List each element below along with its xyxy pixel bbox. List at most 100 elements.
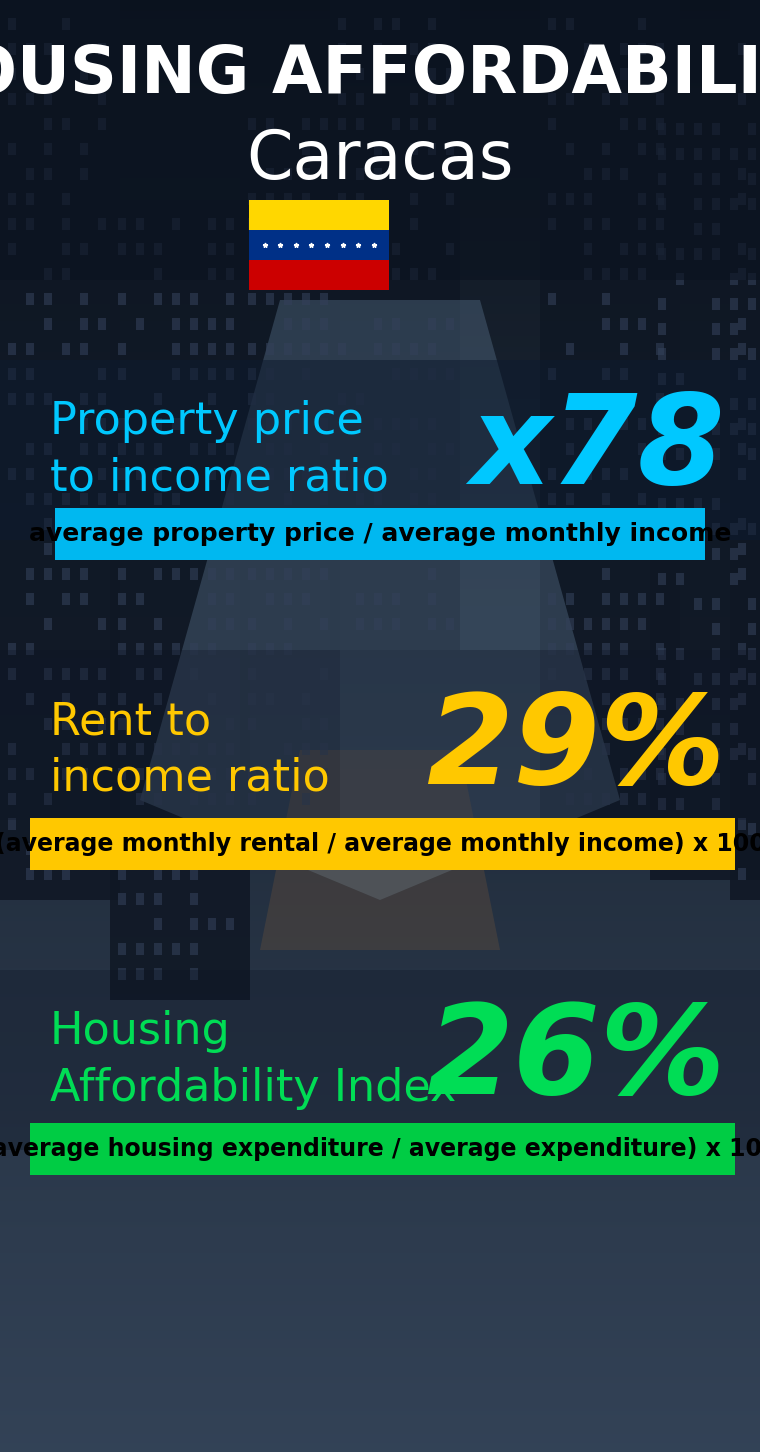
Bar xyxy=(302,367,310,380)
Bar xyxy=(620,768,628,780)
Bar xyxy=(374,218,382,229)
Bar xyxy=(712,823,720,835)
Bar xyxy=(26,693,34,706)
Bar xyxy=(748,123,756,135)
Bar xyxy=(248,643,256,655)
Bar xyxy=(98,44,106,55)
Bar xyxy=(602,619,610,630)
Bar xyxy=(548,468,556,481)
Bar xyxy=(44,494,52,505)
Bar xyxy=(226,817,234,831)
Bar xyxy=(730,547,738,560)
Bar xyxy=(26,367,34,380)
Bar xyxy=(154,242,162,256)
Bar xyxy=(620,269,628,280)
Bar xyxy=(154,844,162,855)
Bar xyxy=(190,968,198,980)
Bar xyxy=(730,748,738,759)
Bar xyxy=(638,118,646,131)
Bar xyxy=(62,518,70,530)
Bar xyxy=(190,817,198,831)
Bar xyxy=(62,269,70,280)
Bar xyxy=(356,193,364,205)
Bar xyxy=(620,543,628,555)
Bar xyxy=(374,17,382,30)
Bar xyxy=(172,868,180,880)
Bar xyxy=(80,68,88,80)
Bar xyxy=(320,817,328,831)
Bar xyxy=(338,118,346,131)
Bar xyxy=(566,193,574,205)
Bar xyxy=(584,68,592,80)
Bar xyxy=(656,592,664,605)
Bar xyxy=(548,592,556,605)
Bar xyxy=(602,743,610,755)
Bar xyxy=(730,298,738,309)
Bar xyxy=(62,494,70,505)
Bar xyxy=(428,68,436,80)
Bar xyxy=(284,643,292,655)
Text: HOUSING AFFORDABILITY: HOUSING AFFORDABILITY xyxy=(0,44,760,107)
Bar xyxy=(620,592,628,605)
Bar xyxy=(656,768,664,780)
Bar xyxy=(676,698,684,710)
Bar xyxy=(712,698,720,710)
Bar xyxy=(392,443,400,454)
Bar xyxy=(154,643,162,655)
Bar xyxy=(748,449,756,460)
Bar xyxy=(266,193,274,205)
Bar xyxy=(98,619,106,630)
Bar xyxy=(694,173,702,184)
Bar xyxy=(62,17,70,30)
Bar xyxy=(44,668,52,680)
Bar xyxy=(302,518,310,530)
Bar xyxy=(248,543,256,555)
Bar xyxy=(410,494,418,505)
Bar xyxy=(136,592,144,605)
Bar xyxy=(190,643,198,655)
Bar xyxy=(266,242,274,256)
Bar xyxy=(26,868,34,880)
Bar xyxy=(620,93,628,105)
Bar xyxy=(392,619,400,630)
Bar xyxy=(446,193,454,205)
Bar xyxy=(62,693,70,706)
Bar xyxy=(80,494,88,505)
Bar xyxy=(44,93,52,105)
Bar xyxy=(62,768,70,780)
Bar xyxy=(658,322,666,335)
Bar xyxy=(284,343,292,354)
Bar xyxy=(712,322,720,335)
Bar xyxy=(748,623,756,635)
Bar xyxy=(226,619,234,630)
Bar xyxy=(694,772,702,786)
Bar xyxy=(136,893,144,905)
Bar xyxy=(584,269,592,280)
Bar xyxy=(658,248,666,260)
Bar xyxy=(738,817,746,831)
Bar xyxy=(656,218,664,229)
Bar xyxy=(98,393,106,405)
Bar xyxy=(80,768,88,780)
Bar xyxy=(44,793,52,804)
Bar xyxy=(428,619,436,630)
Bar xyxy=(80,168,88,180)
Bar xyxy=(584,468,592,481)
Bar xyxy=(694,748,702,759)
Bar xyxy=(374,44,382,55)
Bar xyxy=(584,768,592,780)
Bar xyxy=(62,844,70,855)
Bar xyxy=(356,468,364,481)
Bar xyxy=(118,868,126,880)
Bar xyxy=(80,343,88,354)
Bar xyxy=(208,619,216,630)
Bar xyxy=(638,518,646,530)
Bar xyxy=(26,193,34,205)
Bar xyxy=(208,343,216,354)
Bar xyxy=(738,242,746,256)
Bar xyxy=(676,574,684,585)
Bar xyxy=(26,44,34,55)
Bar xyxy=(136,793,144,804)
Bar xyxy=(80,568,88,579)
Bar xyxy=(712,547,720,560)
